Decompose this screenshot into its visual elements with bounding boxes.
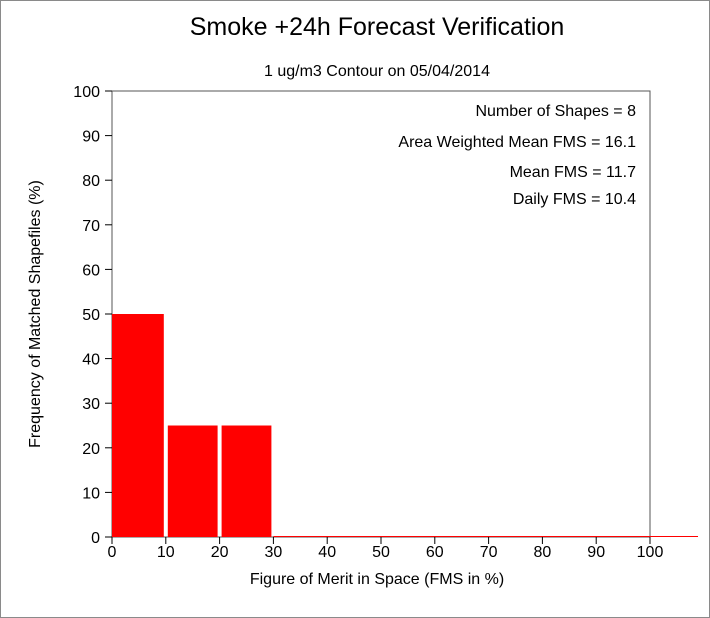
histogram-bar xyxy=(167,425,218,537)
y-tick-label: 50 xyxy=(82,307,100,324)
y-tick-label: 20 xyxy=(82,441,100,458)
y-tick-label: 70 xyxy=(82,218,100,235)
y-tick-label: 100 xyxy=(73,84,100,101)
histogram-bars xyxy=(112,314,698,537)
y-tick-label: 90 xyxy=(82,129,100,146)
annotation-area-weighted-mean-fms: Area Weighted Mean FMS = 16.1 xyxy=(398,134,636,151)
x-tick-label: 20 xyxy=(211,544,229,561)
x-tick-label: 30 xyxy=(265,544,283,561)
y-tick-label: 10 xyxy=(82,485,100,502)
chart-subtitle: 1 ug/m3 Contour on 05/04/2014 xyxy=(264,63,490,80)
histogram-bar xyxy=(112,314,164,537)
x-tick-label: 50 xyxy=(372,544,390,561)
axes: 0 10 20 30 40 50 60 70 80 90 100 0 10 20 30 40 50 60 70 80 9… xyxy=(73,84,663,561)
x-tick-label: 100 xyxy=(637,544,664,561)
x-tick-label: 40 xyxy=(318,544,336,561)
y-tick-label: 0 xyxy=(91,530,100,547)
y-tick-label: 60 xyxy=(82,262,100,279)
y-tick-label: 40 xyxy=(82,352,100,369)
x-tick-label: 80 xyxy=(534,544,552,561)
annotation-number-of-shapes: Number of Shapes = 8 xyxy=(475,103,636,120)
chart-title: Smoke +24h Forecast Verification xyxy=(190,13,565,41)
annotation-mean-fms: Mean FMS = 11.7 xyxy=(510,164,637,181)
y-tick-label: 30 xyxy=(82,396,100,413)
histogram-bar xyxy=(221,425,272,537)
annotation-daily-fms: Daily FMS = 10.4 xyxy=(513,191,636,208)
x-tick-label: 90 xyxy=(587,544,605,561)
x-tick-label: 60 xyxy=(426,544,444,561)
x-axis-label: Figure of Merit in Space (FMS in %) xyxy=(250,571,504,588)
x-tick-label: 10 xyxy=(157,544,175,561)
y-axis-label: Frequency of Matched Shapefiles (%) xyxy=(27,180,44,448)
x-tick-label: 0 xyxy=(108,544,117,561)
y-tick-label: 80 xyxy=(82,173,100,190)
x-tick-label: 70 xyxy=(480,544,498,561)
